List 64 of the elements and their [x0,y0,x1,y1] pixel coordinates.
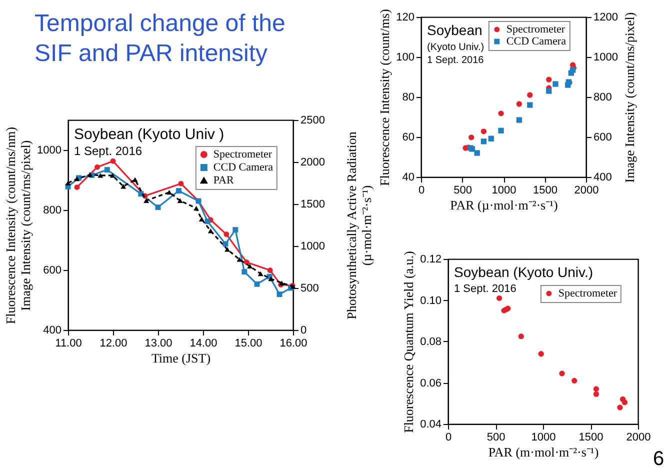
x-axis-title: Time (JST) [151,350,211,366]
y-tick-label: 0.04 [420,418,442,430]
legend-label: Spectrometer [213,148,272,160]
x-tick-label: 1500 [533,184,558,196]
annotation: Soybean (Kyoto Univ ) [74,126,224,143]
y2-tick-label: 400 [594,172,612,184]
y2-tick-label: 2500 [300,114,325,126]
annotation: Soybean (Kyoto Univ.) [454,264,594,280]
y2-tick-label: 500 [300,282,319,294]
legend-label: PAR [213,174,234,186]
y-tick-label: 80 [402,92,414,104]
legend-label: Spectrometer [506,24,566,36]
x-tick-label: 1000 [531,432,556,444]
y-tick-label: 120 [396,12,414,24]
y-tick-label: 0.08 [420,336,442,348]
y2-tick-label: 800 [594,92,612,104]
y-tick-label: 0.06 [420,377,442,390]
x-tick-label: 2000 [574,184,599,196]
y-tick-label: 800 [43,204,62,216]
x-tick-label: 0 [445,432,452,444]
y2-tick-label: 1000 [300,240,325,252]
y-axis-title: Fluorescence Quantum Yield (a.u.) [401,251,416,433]
annotation: Soybean [427,22,482,38]
y2-axis-title: Photosynthetically Active Radiation (µ·mol·m⁻²·s⁻¹) [344,131,374,320]
y-tick-label: 60 [402,132,414,144]
x-tick-label: 14.00 [190,338,218,350]
annotation: (Kyoto Univ.) [427,42,484,53]
y-axis-title: Fluorescence Intensity (count/ms) [377,9,392,186]
x-tick-label: 500 [454,184,472,196]
x-tick-label: 1000 [492,184,516,196]
x-tick-label: 11.00 [55,338,82,350]
chart-title: Temporal change of the SIF and PAR intensity [34,10,286,67]
y-axis-title: Fluorescence Intensity (count/ms/nm) Image Intensity (count/ms/pixel) [3,126,34,324]
y-tick-label: 0.12 [420,254,442,266]
y2-axis-title: Image Intensity (count/ms/pixel) [622,12,637,183]
annotation: 1 Sept. 2016 [74,144,142,158]
y2-tick-label: 2000 [300,156,325,168]
text: 6 [653,448,664,470]
y2-tick-label: 600 [594,132,612,144]
y-tick-label: 600 [43,264,62,276]
x-tick-label: 0 [418,184,425,196]
legend-label: Spectrometer [558,288,618,300]
y-tick-label: 0.10 [420,294,442,307]
x-axis-title: PAR (µ·mol·m⁻²·s⁻¹) [450,198,558,212]
x-axis-title: PAR (m·mol·m⁻²·s⁻¹) [488,444,599,460]
y2-tick-label: 1200 [594,12,618,24]
x-tick-label: 2000 [626,432,651,444]
legend-label: CCD Camera [506,36,566,48]
y2-tick-label: 0 [300,324,307,336]
annotation: 1 Sept. 2016 [427,55,484,66]
y-tick-label: 100 [396,52,414,64]
x-tick-label: 13.00 [144,338,172,350]
y-tick-label: 400 [43,324,62,336]
y2-tick-label: 1500 [300,198,325,210]
annotation: 1 Sept. 2016 [454,283,516,295]
x-tick-label: 15.00 [234,338,262,350]
legend-label: CCD Camera [213,162,274,174]
x-tick-label: 500 [486,432,506,444]
y-tick-label: 40 [402,172,414,184]
x-tick-label: 12.00 [100,338,128,350]
x-tick-label: 16.00 [280,338,308,350]
x-tick-label: 1500 [578,432,604,444]
y2-tick-label: 1000 [594,52,618,64]
y-tick-label: 1000 [37,144,62,156]
